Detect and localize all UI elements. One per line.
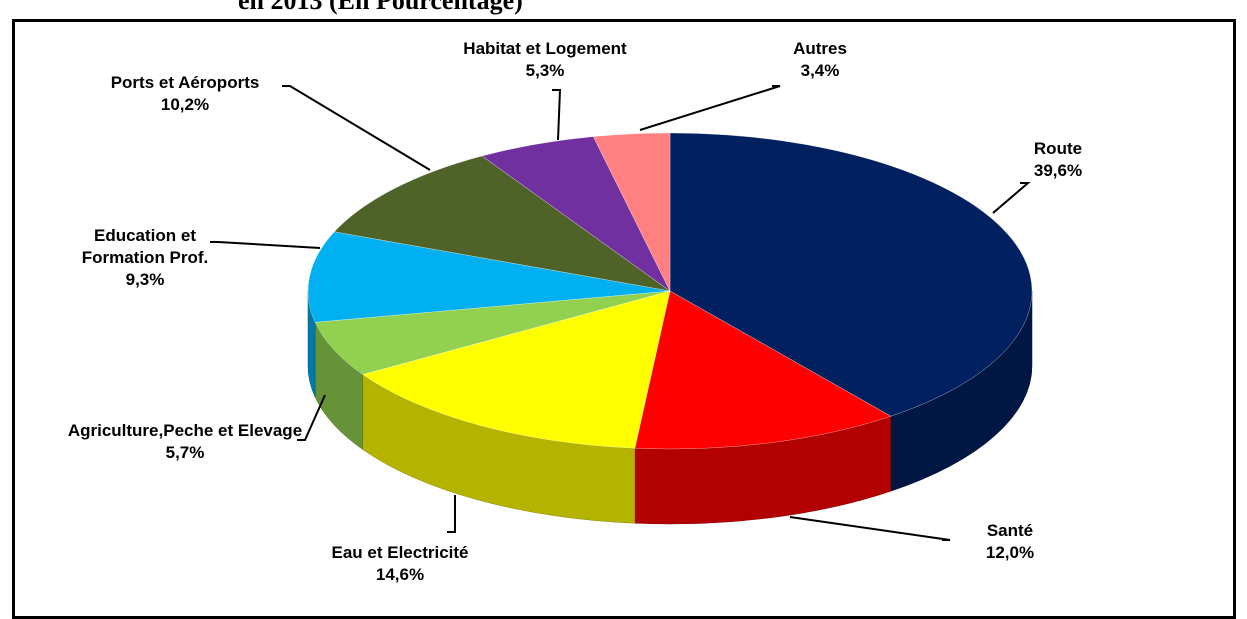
value-label: 12,0%	[985, 543, 1035, 562]
category-label: Agriculture,Peche et Elevage	[67, 421, 303, 440]
leader-line	[552, 89, 562, 141]
chart	[210, 85, 1033, 541]
leader-line	[992, 182, 1031, 214]
pie-slice	[669, 132, 1033, 417]
page: en 2013 (En Pourcentage) (() => { const …	[12, 0, 1236, 619]
leader-line	[297, 394, 326, 441]
value-label: 9,3%	[125, 270, 165, 289]
value-label: 5,3%	[525, 61, 565, 80]
value-label: 39,6%	[1033, 161, 1083, 180]
pie-slice	[362, 290, 671, 449]
data-label: Santé 12,0%	[965, 520, 1055, 564]
pie-slice	[307, 231, 671, 323]
value-label: 3,4%	[800, 61, 840, 80]
leader-line	[210, 241, 321, 249]
data-label: Agriculture,Peche et Elevage 5,7%	[60, 420, 310, 464]
chart-title: en 2013 (En Pourcentage)	[238, 0, 523, 15]
leader-line	[447, 495, 456, 533]
pie-slice	[314, 290, 671, 375]
category-label: Ports et Aéroports	[110, 73, 260, 92]
category-label: Route	[1033, 139, 1083, 158]
pie-tops	[307, 132, 1033, 450]
category-label: Santé	[986, 521, 1034, 540]
pie-slice	[334, 155, 671, 292]
data-label: Eau et Electricité 14,6%	[290, 542, 510, 586]
leader-line	[789, 516, 951, 541]
value-label: 5,7%	[165, 443, 205, 462]
leader-line	[639, 85, 781, 131]
data-label: Habitat et Logement 5,3%	[435, 38, 655, 82]
data-label: Ports et Aéroports 10,2%	[75, 72, 295, 116]
data-label: Route 39,6%	[1013, 138, 1103, 182]
pie-slice	[634, 290, 892, 450]
pie-slice	[593, 132, 671, 292]
category-label: Autres	[793, 39, 847, 58]
value-label: 14,6%	[375, 565, 425, 584]
data-label: Education et Formation Prof. 9,3%	[65, 225, 225, 291]
pie-sides	[307, 290, 1033, 525]
leader-line	[282, 85, 431, 171]
category-label: Eau et Electricité	[331, 543, 469, 562]
category-label: Habitat et Logement	[463, 39, 627, 58]
data-label: Autres 3,4%	[760, 38, 880, 82]
value-label: 10,2%	[160, 95, 210, 114]
category-label: Education et Formation Prof.	[81, 226, 209, 267]
